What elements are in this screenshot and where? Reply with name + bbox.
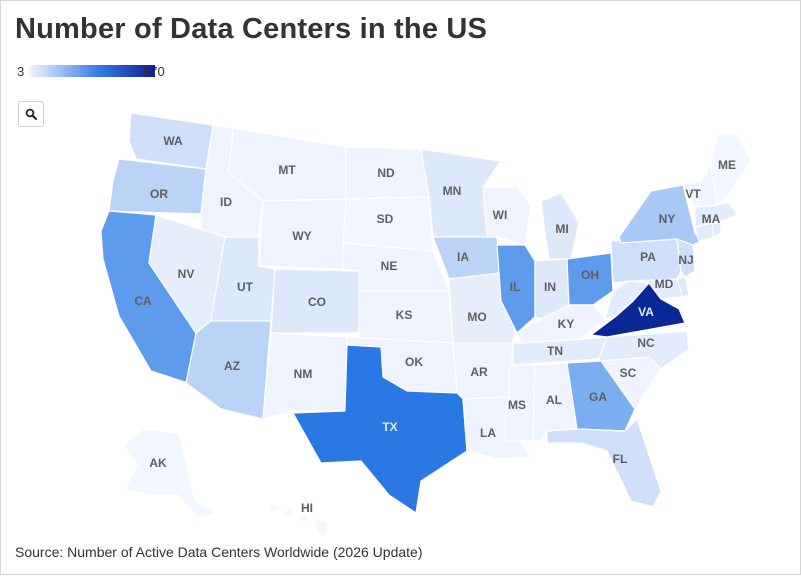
- label-MN: MN: [443, 184, 462, 198]
- search-icon: [25, 108, 37, 120]
- source-note: Source: Number of Active Data Centers Wo…: [15, 544, 423, 560]
- label-ID: ID: [220, 195, 232, 209]
- label-NC: NC: [637, 336, 655, 350]
- label-TX: TX: [382, 420, 397, 434]
- label-ME: ME: [718, 158, 736, 172]
- state-HI[interactable]: [268, 504, 328, 536]
- label-NV: NV: [178, 267, 195, 281]
- label-NE: NE: [381, 259, 398, 273]
- label-NM: NM: [294, 367, 313, 381]
- state-MA[interactable]: [694, 202, 738, 228]
- state-TX[interactable]: [292, 344, 468, 514]
- label-OR: OR: [150, 187, 168, 201]
- state-WA[interactable]: [128, 112, 214, 170]
- label-IL: IL: [510, 280, 521, 294]
- legend-min-label: 3: [17, 64, 25, 79]
- label-AR: AR: [470, 365, 488, 379]
- label-WA: WA: [163, 134, 183, 148]
- label-NJ: NJ: [678, 253, 693, 267]
- state-GA[interactable]: [566, 360, 636, 432]
- map-title: Number of Data Centers in the US: [15, 13, 488, 45]
- state-OH[interactable]: [566, 252, 614, 306]
- legend-max-label: 570: [143, 64, 165, 79]
- label-IN: IN: [544, 280, 556, 294]
- zoom-search-button[interactable]: [18, 101, 44, 127]
- label-MT: MT: [278, 163, 296, 177]
- label-SC: SC: [620, 366, 637, 380]
- label-WI: WI: [493, 208, 508, 222]
- state-AK[interactable]: [122, 428, 216, 518]
- label-KS: KS: [396, 308, 413, 322]
- label-AK: AK: [149, 456, 167, 470]
- state-OR[interactable]: [108, 158, 207, 215]
- label-CO: CO: [308, 295, 326, 309]
- label-AL: AL: [546, 393, 562, 407]
- label-FL: FL: [613, 452, 628, 466]
- state-AZ[interactable]: [185, 320, 272, 420]
- label-VT: VT: [685, 187, 701, 201]
- label-TN: TN: [547, 344, 563, 358]
- label-MA: MA: [702, 212, 721, 226]
- label-IA: IA: [457, 250, 469, 264]
- state-NC[interactable]: [598, 330, 690, 370]
- label-MD: MD: [655, 277, 674, 291]
- state-FL[interactable]: [546, 418, 662, 508]
- label-PA: PA: [640, 250, 656, 264]
- label-LA: LA: [480, 426, 496, 440]
- label-OK: OK: [405, 355, 423, 369]
- legend-gradient-bar: [29, 65, 155, 77]
- label-SD: SD: [377, 212, 394, 226]
- label-CA: CA: [134, 294, 152, 308]
- state-ME[interactable]: [710, 132, 752, 206]
- label-WY: WY: [292, 229, 311, 243]
- state-DE[interactable]: [676, 276, 690, 298]
- label-MI: MI: [555, 222, 568, 236]
- label-MO: MO: [467, 310, 486, 324]
- label-AZ: AZ: [224, 359, 240, 373]
- label-ND: ND: [377, 166, 395, 180]
- label-UT: UT: [237, 280, 254, 294]
- label-GA: GA: [589, 390, 607, 404]
- state-NM[interactable]: [262, 332, 348, 420]
- label-VA: VA: [638, 305, 654, 319]
- label-KY: KY: [558, 317, 575, 331]
- label-MS: MS: [508, 398, 526, 412]
- label-OH: OH: [581, 268, 599, 282]
- state-IL[interactable]: [496, 244, 536, 334]
- label-HI: HI: [301, 501, 313, 515]
- label-NY: NY: [659, 212, 676, 226]
